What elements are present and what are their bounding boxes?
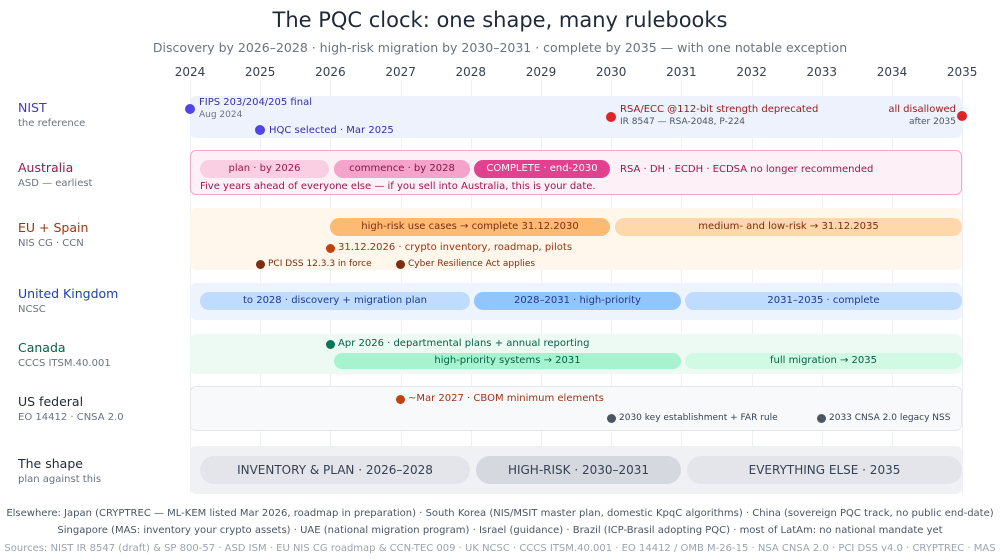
nist-row-sub: the reference <box>18 118 86 129</box>
canada-high-priority-pill: high-priority systems → 2031 <box>334 353 681 369</box>
us-key-establishment-marker <box>606 413 616 423</box>
year-tick-label: 2034 <box>876 65 908 79</box>
australia-plan-pill: plan · by 2026 <box>200 160 329 178</box>
fips-final-date: Aug 2024 <box>199 110 243 120</box>
year-tick-label: 2031 <box>666 65 697 79</box>
rsa-deprecated-marker <box>606 112 616 122</box>
eu-row-sub: NIS CG · CCN <box>18 238 84 249</box>
australia-commence-pill: commence · by 2028 <box>334 160 470 178</box>
uk-row-name: United Kingdom <box>18 286 119 301</box>
year-tick-label: 2030 <box>595 65 627 79</box>
year-tick-label: 2024 <box>174 65 206 79</box>
canada-row-sub: CCCS ITSM.40.001 <box>18 358 111 369</box>
rsa-deprecated-sub: IR 8547 — RSA-2048, P-224 <box>620 117 746 127</box>
year-tick-label: 2029 <box>525 65 557 79</box>
hqc-label: HQC selected · Mar 2025 <box>269 125 394 136</box>
pci-dss-label: PCI DSS 12.3.3 in force <box>268 259 372 269</box>
nist-row-name: NIST <box>18 100 47 115</box>
footer-elsewhere-line1: Elsewhere: Japan (CRYPTREC — ML-KEM list… <box>6 508 994 519</box>
us-row-name: US federal <box>18 394 84 409</box>
shape-high-risk-pill: HIGH-RISK · 2030–2031 <box>476 456 681 484</box>
hqc-marker <box>255 125 265 135</box>
pci-dss-marker <box>255 259 265 269</box>
uk-phase2-pill: 2028–2031 · high-priority <box>474 292 681 310</box>
uk-row-sub: NCSC <box>18 304 46 315</box>
australia-complete-pill: COMPLETE · end-2030 <box>474 160 610 178</box>
shape-row-name: The shape <box>18 456 83 471</box>
eu-row-name: EU + Spain <box>18 220 89 235</box>
year-gridline <box>962 80 964 493</box>
australia-note: Five years ahead of everyone else — if y… <box>200 181 596 192</box>
australia-row-sub: ASD — earliest <box>18 178 93 189</box>
us-key-establishment-label: 2030 key establishment + FAR rule <box>619 413 778 423</box>
us-cbom-marker <box>395 394 405 404</box>
rsa-deprecated-label: RSA/ECC @112-bit strength deprecated <box>620 104 819 115</box>
footer-elsewhere-line2: Singapore (MAS: inventory your crypto as… <box>57 525 943 536</box>
year-tick-label: 2026 <box>315 65 346 79</box>
shape-row-sub: plan against this <box>18 474 102 485</box>
chart-subtitle: Discovery by 2026–2028 · high-risk migra… <box>152 40 848 55</box>
australia-row-name: Australia <box>18 160 74 175</box>
eu-high-risk-pill: high-risk use cases → complete 31.12.203… <box>330 218 610 236</box>
australia-algorithms-label: RSA · DH · ECDH · ECDSA no longer recomm… <box>620 164 874 175</box>
us-row-bg <box>190 386 962 431</box>
eu-medium-low-pill: medium- and low-risk → 31.12.2035 <box>615 218 962 236</box>
cra-marker <box>395 259 405 269</box>
uk-phase3-pill: 2031–2035 · complete <box>685 292 962 310</box>
year-tick-label: 2028 <box>455 65 487 79</box>
shape-inventory-plan-pill: INVENTORY & PLAN · 2026–2028 <box>200 456 470 484</box>
shape-everything-else-pill: EVERYTHING ELSE · 2035 <box>687 456 962 484</box>
us-cnsa-marker <box>816 413 826 423</box>
eu-inventory-label: 31.12.2026 · crypto inventory, roadmap, … <box>338 242 573 253</box>
footer-sources: Sources: NIST IR 8547 (draft) & SP 800-5… <box>4 543 996 554</box>
uk-phase1-pill: to 2028 · discovery + migration plan <box>200 292 470 310</box>
year-tick-label: 2025 <box>244 65 276 79</box>
year-tick-label: 2035 <box>946 65 978 79</box>
eu-inventory-marker <box>325 243 335 253</box>
fips-final-marker <box>185 104 195 114</box>
canada-apr-marker <box>325 339 335 349</box>
cra-label: Cyber Resilience Act applies <box>408 259 536 269</box>
all-disallowed-label: all disallowed <box>888 104 956 115</box>
year-tick-label: 2032 <box>736 65 767 79</box>
us-row-sub: EO 14412 · CNSA 2.0 <box>18 412 124 423</box>
nist-row-bg <box>190 96 962 138</box>
canada-apr-label: Apr 2026 · departmental plans + annual r… <box>338 338 590 349</box>
canada-full-migration-pill: full migration → 2035 <box>685 353 962 369</box>
year-tick-label: 2027 <box>385 65 416 79</box>
us-cnsa-label: 2033 CNSA 2.0 legacy NSS <box>829 413 951 423</box>
year-tick-label: 2033 <box>806 65 838 79</box>
all-disallowed-sub: after 2035 <box>908 117 956 127</box>
canada-row-name: Canada <box>18 340 66 355</box>
chart-title: The PQC clock: one shape, many rulebooks <box>272 8 728 32</box>
us-cbom-label: ~Mar 2027 · CBOM minimum elements <box>408 393 604 404</box>
all-disallowed-marker <box>957 111 967 121</box>
fips-final-label: FIPS 203/204/205 final <box>199 97 312 108</box>
